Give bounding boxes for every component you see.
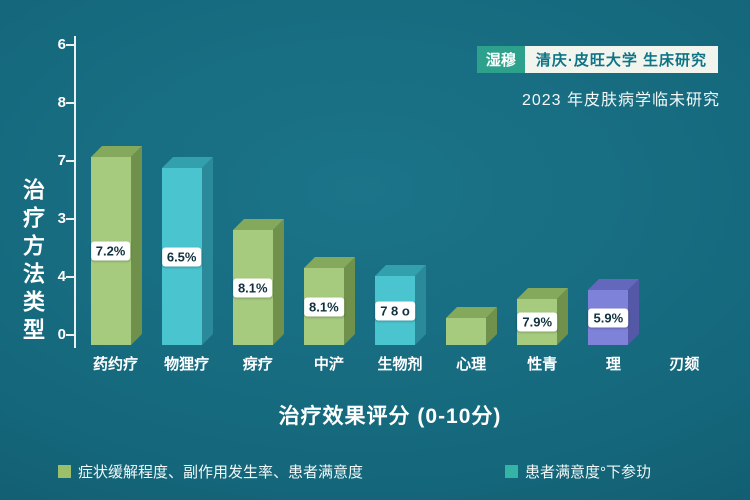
y-axis-title: 治疗方法类型: [20, 178, 45, 346]
value-label: 8.1%: [232, 278, 273, 297]
bar-side-face: [415, 265, 426, 345]
value-label: 7.2%: [90, 241, 131, 261]
bar-side-face: [343, 257, 355, 345]
topic-badge: 湿穆: [476, 46, 525, 73]
value-label: 7 8 o: [375, 301, 415, 320]
y-tick-label: 6: [57, 36, 66, 53]
x-category-label: 刃颏: [669, 356, 700, 373]
y-tick-label: 8: [57, 94, 66, 111]
y-tick-mark: [66, 334, 74, 336]
bar-cyan: 7 8 o: [375, 265, 426, 345]
legend-swatch-green: [58, 465, 71, 478]
y-tick-label: 4: [57, 268, 66, 285]
value-label: 5.9%: [588, 308, 629, 327]
y-tick-mark: [66, 44, 74, 46]
legend-label: 症状缓解程度、副作用发生率、患者满意度: [78, 464, 364, 481]
y-tick-mark: [66, 276, 74, 278]
bar-cyan: 6.5%: [161, 157, 213, 345]
legend-swatch-teal: [505, 465, 518, 478]
bar-green: 7.9%: [517, 288, 569, 345]
source-label: 清庆·皮旺大学 生床研究: [524, 46, 718, 73]
x-category-label: 心理: [456, 356, 487, 373]
y-axis-line: [74, 36, 76, 348]
chart-subtitle: 2023 年皮肤病学临未研究: [521, 92, 720, 109]
y-tick-label: 7: [57, 152, 66, 169]
value-label: 6.5%: [161, 247, 202, 266]
y-tick-mark: [66, 160, 74, 162]
y-tick-label: 3: [57, 210, 66, 227]
bar-front-face: [446, 318, 487, 345]
bar-side-face: [272, 219, 284, 345]
legend-item: 患者满意度°下参玏: [505, 461, 651, 482]
bar-green: 8.1%: [232, 219, 284, 345]
value-label: 8.1%: [304, 297, 344, 316]
x-category-label: 生物剂: [377, 356, 423, 373]
bar-green: [446, 307, 498, 345]
source-row: 湿穆 清庆·皮旺大学 生床研究: [476, 46, 718, 73]
x-category-label: 物狸疗: [164, 356, 210, 373]
x-axis-title: 治疗效果评分 (0-10分): [278, 405, 502, 428]
x-category-label: 疨疗: [242, 356, 273, 373]
legend-item: 症状缓解程度、副作用发生率、患者满意度: [58, 461, 363, 482]
y-tick-mark: [66, 218, 74, 220]
value-label: 7.9%: [517, 312, 558, 332]
bar-side-face: [130, 146, 142, 345]
bar-purple: 5.9%: [588, 279, 640, 345]
x-category-label: 药约疗: [93, 356, 139, 373]
x-category-label: 性青: [527, 356, 558, 373]
bar-green: 8.1%: [303, 257, 355, 345]
bar-side-face: [628, 279, 640, 345]
y-tick-label: 0: [57, 326, 66, 343]
bar-green: 7.2%: [90, 146, 142, 345]
x-category-label: 理: [605, 356, 621, 373]
bar-side-face: [201, 157, 213, 345]
legend-label: 患者满意度°下参玏: [525, 464, 651, 481]
y-tick-mark: [66, 102, 74, 104]
x-category-label: 中浐: [313, 356, 344, 373]
